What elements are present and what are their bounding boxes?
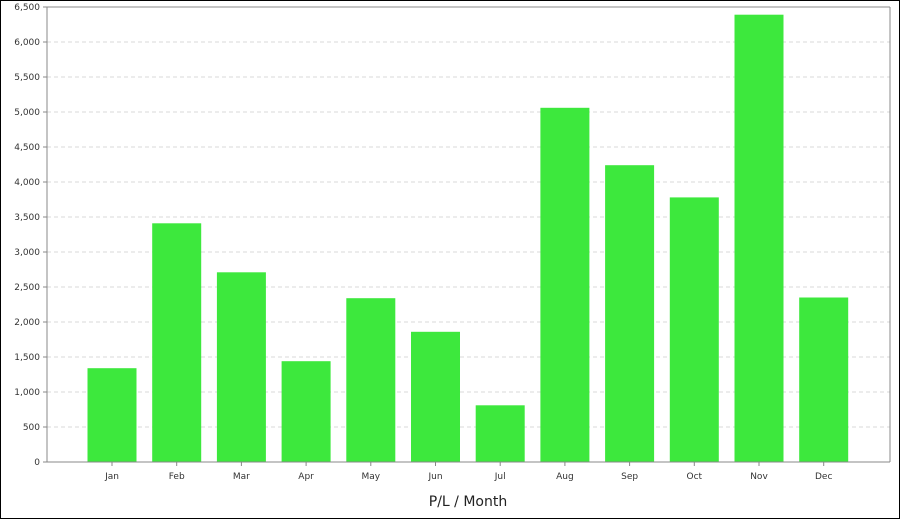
bar-apr [281, 361, 331, 462]
y-tick-label: 2,500 [14, 283, 40, 293]
x-axis-label: P/L / Month [429, 494, 507, 510]
y-tick-label: 5,000 [14, 108, 40, 118]
x-tick-label: Jun [427, 472, 442, 482]
y-tick-label: 1,000 [14, 388, 40, 398]
x-tick-label: Oct [687, 472, 703, 482]
x-tick-label: Nov [750, 472, 768, 482]
bar-aug [540, 107, 590, 463]
bar-dec [799, 297, 849, 462]
axes [46, 6, 891, 463]
x-tick-label: Mar [233, 472, 250, 482]
y-tick-label: 5,500 [14, 73, 40, 83]
y-ticks: 0 500 1,000 1,500 2,000 2,500 3,000 3,500 4,000 4… [14, 3, 47, 468]
y-tick-label: 3,000 [14, 248, 40, 258]
y-tick-label: 2,000 [14, 318, 40, 328]
y-tick-label: 0 [34, 458, 40, 468]
x-tick-label: Aug [556, 472, 574, 482]
bars [87, 14, 849, 463]
x-ticks: Jan Feb Mar Apr May Jun Jul Aug Sep Oct Nov Dec [104, 462, 832, 482]
x-tick-label: Jul [494, 472, 506, 482]
bar-sep [605, 165, 655, 462]
y-tick-label: 4,500 [14, 143, 40, 153]
y-tick-label: 3,500 [14, 213, 40, 223]
y-tick-label: 1,500 [14, 353, 40, 363]
bar-mar [216, 272, 266, 462]
bar-jun [411, 331, 460, 462]
bar-nov [734, 14, 784, 462]
x-tick-label: Apr [298, 472, 314, 482]
bar-oct [669, 197, 719, 462]
bar-jan [87, 368, 137, 462]
y-tick-label: 6,000 [14, 38, 40, 48]
bar-feb [152, 223, 202, 462]
x-tick-label: Dec [815, 472, 832, 482]
x-tick-label: May [361, 472, 380, 482]
x-tick-label: Jan [104, 472, 119, 482]
x-tick-label: Sep [621, 472, 638, 482]
bar-jul [475, 405, 525, 462]
x-tick-label: Feb [169, 472, 185, 482]
y-tick-label: 500 [23, 423, 40, 433]
y-tick-label: 4,000 [14, 178, 40, 188]
bar-may [346, 298, 396, 462]
y-tick-label: 6,500 [14, 3, 40, 13]
